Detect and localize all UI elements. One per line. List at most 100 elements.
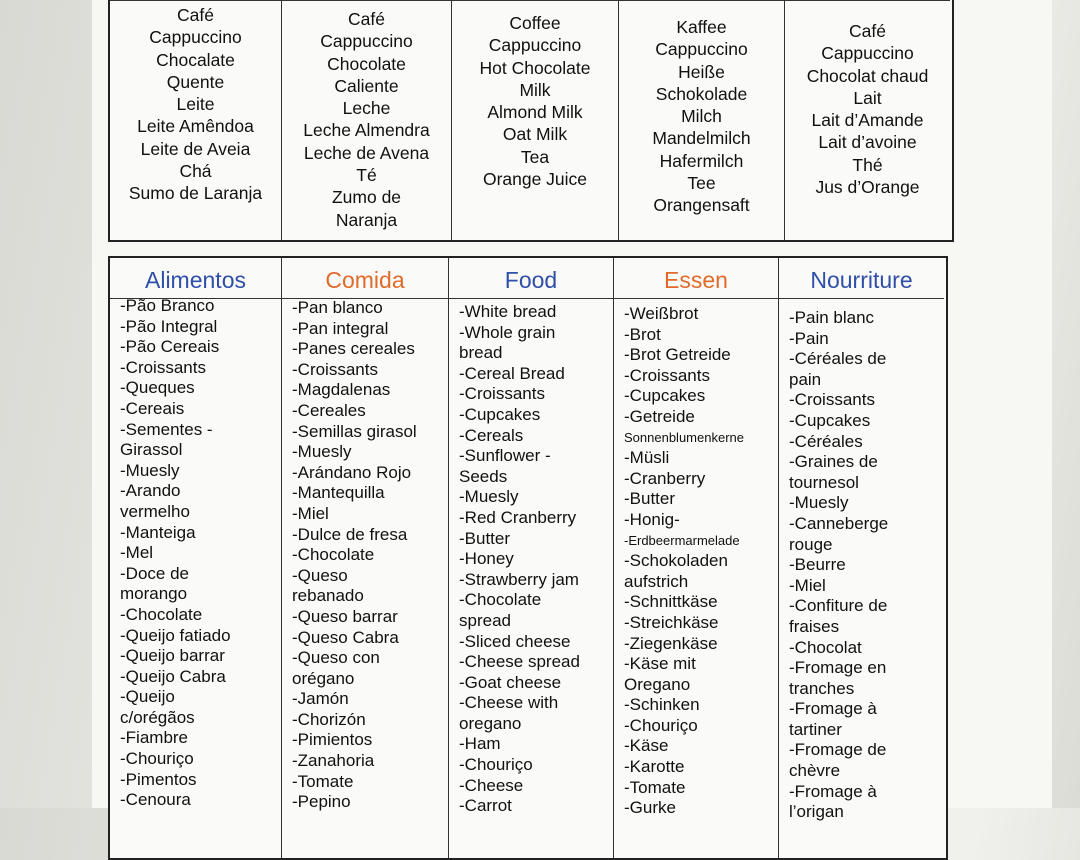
menu-item: -Queijo (120, 687, 175, 707)
menu-item: Cappuccino (320, 31, 413, 52)
column-header: Boissons (785, 0, 950, 1)
menu-item: Schokolade (655, 83, 748, 104)
column: GetränkeKaffeeCappuccinoHeißeSchokoladeM… (619, 0, 785, 240)
menu-item: Leite (176, 94, 215, 115)
menu-item: pain (789, 369, 822, 389)
menu-item: Leite de Aveia (140, 138, 251, 159)
menu-item: -Cheese spread (459, 652, 580, 672)
menu-item: Café (348, 9, 385, 29)
menu-item: -Pan integral (292, 318, 389, 338)
menu-item: -Cupcakes (624, 386, 706, 406)
menu-item: -Cereal Bread (459, 363, 565, 383)
menu-item: Lait d’avoine (818, 132, 917, 153)
menu-item: Hafermilch (659, 150, 744, 171)
menu-item: Leche de Avena (303, 142, 430, 163)
menu-item: -Chocolate (120, 604, 203, 624)
menu-item: Cappuccino (821, 43, 914, 64)
menu-item: -Céréales (789, 431, 863, 451)
menu-item: Quente (166, 71, 225, 92)
menu-item: -Pão Cereais (120, 337, 220, 357)
menu-item: -Muesly (292, 442, 352, 462)
menu-item: -Dulce de fresa (292, 524, 408, 544)
menu-item: Tea (520, 146, 550, 167)
menu-item: -Karotte (624, 757, 685, 777)
menu-item: c/orégãos (120, 707, 195, 727)
menu-item: Almond Milk (487, 102, 583, 123)
menu-item: -Canneberge (789, 513, 889, 533)
column-header: Nourriture (779, 262, 944, 299)
menu-item: -Sunflower - (459, 446, 551, 466)
menu-item: Chá (179, 161, 212, 182)
menu-item: -Erdbeermarmelade (624, 532, 740, 548)
menu-item: -Croissants (624, 365, 710, 385)
menu-item: -Fromage à (789, 781, 877, 801)
menu-item: l’origan (789, 802, 844, 822)
menu-item: -Brot Getreide (624, 345, 731, 365)
menu-item: -Arando (120, 481, 181, 501)
menu-item: -Gurke (624, 798, 676, 818)
menu-item: spread (459, 610, 511, 630)
menu-item: -Confiture de (789, 596, 888, 616)
menu-item: Orange Juice (482, 169, 588, 190)
menu-item: rouge (789, 534, 833, 554)
column-header: Alimentos (110, 262, 281, 299)
menu-item: -Queijo Cabra (120, 666, 226, 686)
column: Café Cappuccino Chocalate Quente Leite Leite … (110, 0, 282, 240)
column-header: Food (449, 262, 613, 299)
menu-item: -Queso con (292, 648, 380, 668)
menu-item: -Streichkäse (624, 612, 719, 632)
menu-item: rebanado (292, 586, 364, 606)
menu-item: -Muesly (459, 487, 519, 507)
menu-item: orégano (292, 668, 355, 688)
menu-item: -Carrot (459, 796, 512, 816)
menu-item: -Honey (459, 549, 514, 569)
menu-item: Coffee (509, 13, 561, 33)
menu-item: Milk (519, 79, 551, 100)
menu-item: -Pão Branco (120, 296, 215, 315)
menu-item: -Croissants (459, 384, 545, 404)
menu-item: -Cereais (120, 398, 185, 418)
menu-item: -Zanahoria (292, 751, 375, 771)
menu-item: Lait (853, 87, 882, 108)
column: Food -White bread -Whole grain bread -Cereal… (449, 258, 614, 858)
menu-item: Thé (852, 154, 883, 175)
menu-item: Cappuccino (488, 35, 582, 56)
menu-item: -Fiambre (120, 728, 189, 748)
menu-item: Sonnenblumenkerne (624, 429, 744, 445)
menu-item: -Chorizón (292, 709, 366, 729)
menu-item: Hot Chocolate (479, 57, 591, 78)
menu-item: Chocalate (156, 49, 235, 70)
menu-item: -Magdalenas (292, 380, 391, 400)
column-header (110, 0, 281, 1)
item-list: -Weißbrot -Brot -Brot Getreide -Croissants -… (614, 304, 778, 819)
menu-item: -Jamón (292, 689, 349, 709)
menu-item: -Chocolat (789, 637, 862, 657)
item-list: Café Cappuccino Chocalate Quente Leite Leite … (110, 4, 281, 205)
menu-item: -Croissants (292, 359, 378, 379)
menu-item: -Ziegenkäse (624, 633, 718, 653)
menu-item: -Semillas girasol (292, 421, 417, 441)
menu-item: -Mantequilla (292, 483, 385, 503)
column: Essen -Weißbrot -Brot -Brot Getreide -Croiss… (614, 258, 779, 858)
menu-item: Naranja (335, 209, 398, 230)
menu-item: -Pain (789, 328, 829, 348)
column-header: Essen (614, 262, 778, 299)
menu-item: Milch (681, 106, 722, 127)
menu-item: Leite Amêndoa (137, 116, 254, 137)
menu-item: -Cheese (459, 775, 524, 795)
menu-item: -Butter (624, 489, 676, 509)
menu-item: -Pimentos (120, 769, 197, 789)
menu-item: -Cereals (459, 425, 524, 445)
menu-item: Té (356, 165, 377, 186)
menu-item: Caliente (334, 75, 399, 96)
menu-item: -Queso barrar (292, 606, 398, 626)
menu-item: -Butter (459, 528, 511, 548)
menu-item: -Panes cereales (292, 339, 415, 359)
menu-item: Leche (342, 98, 391, 119)
menu-item: Tee (687, 173, 716, 194)
menu-item: -Queijo barrar (120, 646, 225, 666)
menu-item: -Croissants (120, 357, 206, 377)
menu-item: Heiße (678, 61, 725, 82)
